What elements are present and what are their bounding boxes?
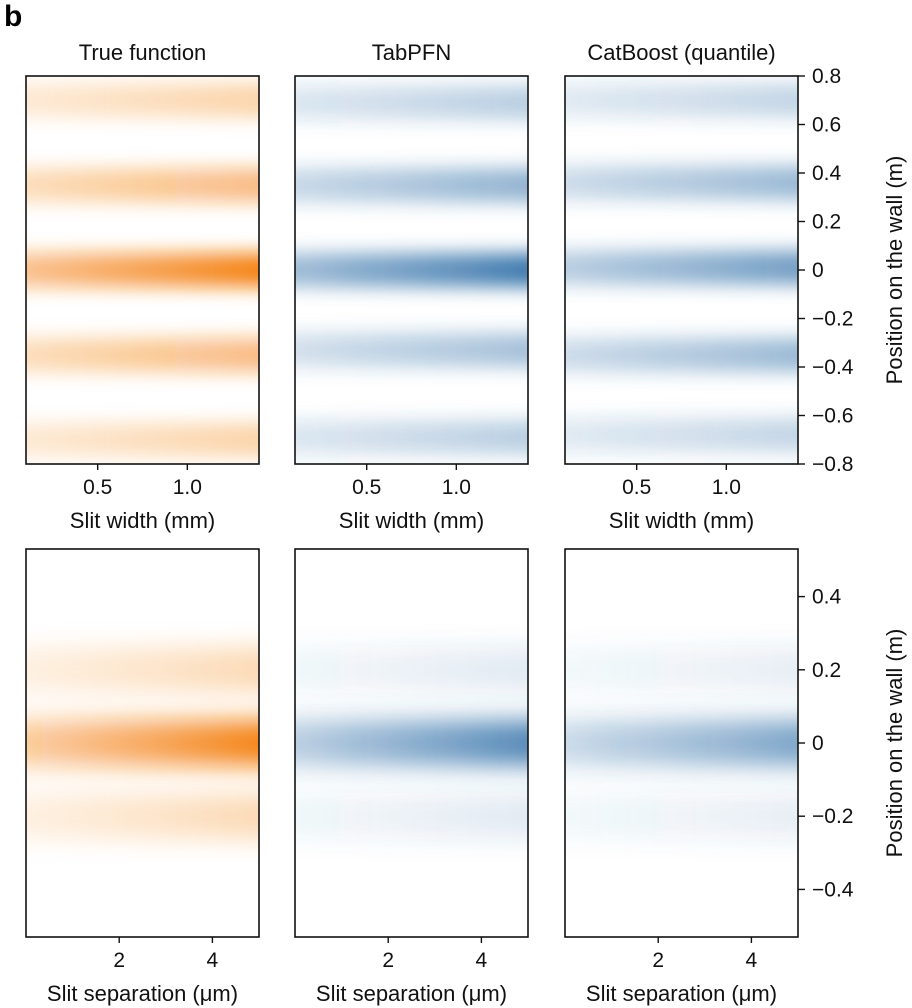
plot-frame [25,75,260,465]
fringe-band [295,646,528,693]
panel-label: b [4,0,22,33]
x-tick-label: 1.0 [173,476,202,499]
fringe-band [565,417,798,452]
plot-frame [294,548,529,938]
y-tick-label: 0.4 [812,162,842,185]
x-axis-label: Slit width (mm) [339,508,484,533]
y-tick-label: 0.2 [812,659,841,682]
chart-panel-3: CatBoost (quantile) 0.5 1.0 Slit width (mm)… [564,40,907,533]
x-tick-label: 4 [476,949,488,972]
fringe-band [26,83,259,118]
x-axis-label: Slit width (mm) [70,508,215,533]
chart-title: CatBoost (quantile) [587,40,775,65]
fringe-band [295,168,528,203]
x-axis-label: Slit width (mm) [609,508,754,533]
fringe-band [565,793,798,840]
y-tick-label: 0 [812,732,824,755]
plot-frame [25,548,260,938]
fringe-band [295,85,528,120]
fringe-band [565,165,798,200]
y-tick-label: 0.6 [812,114,841,137]
y-tick-label: 0.8 [812,65,841,88]
x-tick-label: 0.5 [622,476,651,499]
x-tick-label: 2 [382,949,394,972]
x-axis-label: Slit separation (μm) [316,981,507,1006]
fringe-band [26,253,259,287]
y-tick-label: −0.4 [812,356,854,379]
x-tick-label: 2 [113,949,125,972]
fringe-band [295,333,528,368]
chart-panel-4: 2 4 Slit separation (μm) [25,548,260,1006]
heatmap-field [26,76,259,464]
y-tick-label: −0.2 [812,805,853,828]
x-tick-label: 0.5 [352,476,381,499]
y-tick-label: −0.6 [812,405,853,428]
x-tick-label: 0.5 [83,476,112,499]
plot-frame [294,75,529,465]
chart-title: TabPFN [372,40,451,65]
heatmap-field [565,549,798,937]
y-axis-label: Position on the wall (m) [882,156,907,385]
y-tick-label: 0 [812,259,824,282]
x-tick-label: 2 [652,949,664,972]
fringe-band [26,646,259,693]
fringe-band [26,422,259,457]
fringe-band [565,83,798,118]
heatmap-field [26,549,259,937]
fringe-band [26,720,259,766]
y-tick-label: 0.4 [812,586,842,609]
x-tick-label: 1.0 [712,476,741,499]
heatmap-field [565,76,798,464]
x-axis-label: Slit separation (μm) [586,981,777,1006]
fringe-band [565,337,798,372]
y-tick-label: −0.4 [812,878,854,901]
y-axis-label: Position on the wall (m) [882,629,907,858]
x-tick-label: 1.0 [442,476,471,499]
y-tick-label: 0.2 [812,211,841,234]
fringe-band [295,420,528,455]
y-tick-label: −0.8 [812,453,853,476]
x-tick-label: 4 [746,949,758,972]
chart-panel-5: 2 4 Slit separation (μm) [294,548,529,1006]
heatmap-field [295,549,528,937]
fringe-band [295,253,528,287]
fringe-band [26,337,259,372]
fringe-band [26,793,259,840]
chart-panel-1: True function 0.5 1.0 Slit width (mm) [25,40,260,533]
x-tick-label: 4 [207,949,219,972]
fringe-band [295,793,528,840]
fringe-band [295,720,528,766]
x-axis-label: Slit separation (μm) [47,981,238,1006]
fringe-band [26,168,259,203]
chart-panel-2: TabPFN 0.5 1.0 Slit width (mm) [294,40,529,533]
y-tick-label: −0.2 [812,308,853,331]
heatmap-field [295,76,528,464]
fringe-band [565,250,798,285]
fringe-band [565,720,798,766]
fringe-band [565,646,798,693]
chart-panel-6: 2 4 Slit separation (μm) 0.4 0.2 0 −0.2 −0.4 Pos… [564,548,907,1006]
chart-title: True function [79,40,207,65]
